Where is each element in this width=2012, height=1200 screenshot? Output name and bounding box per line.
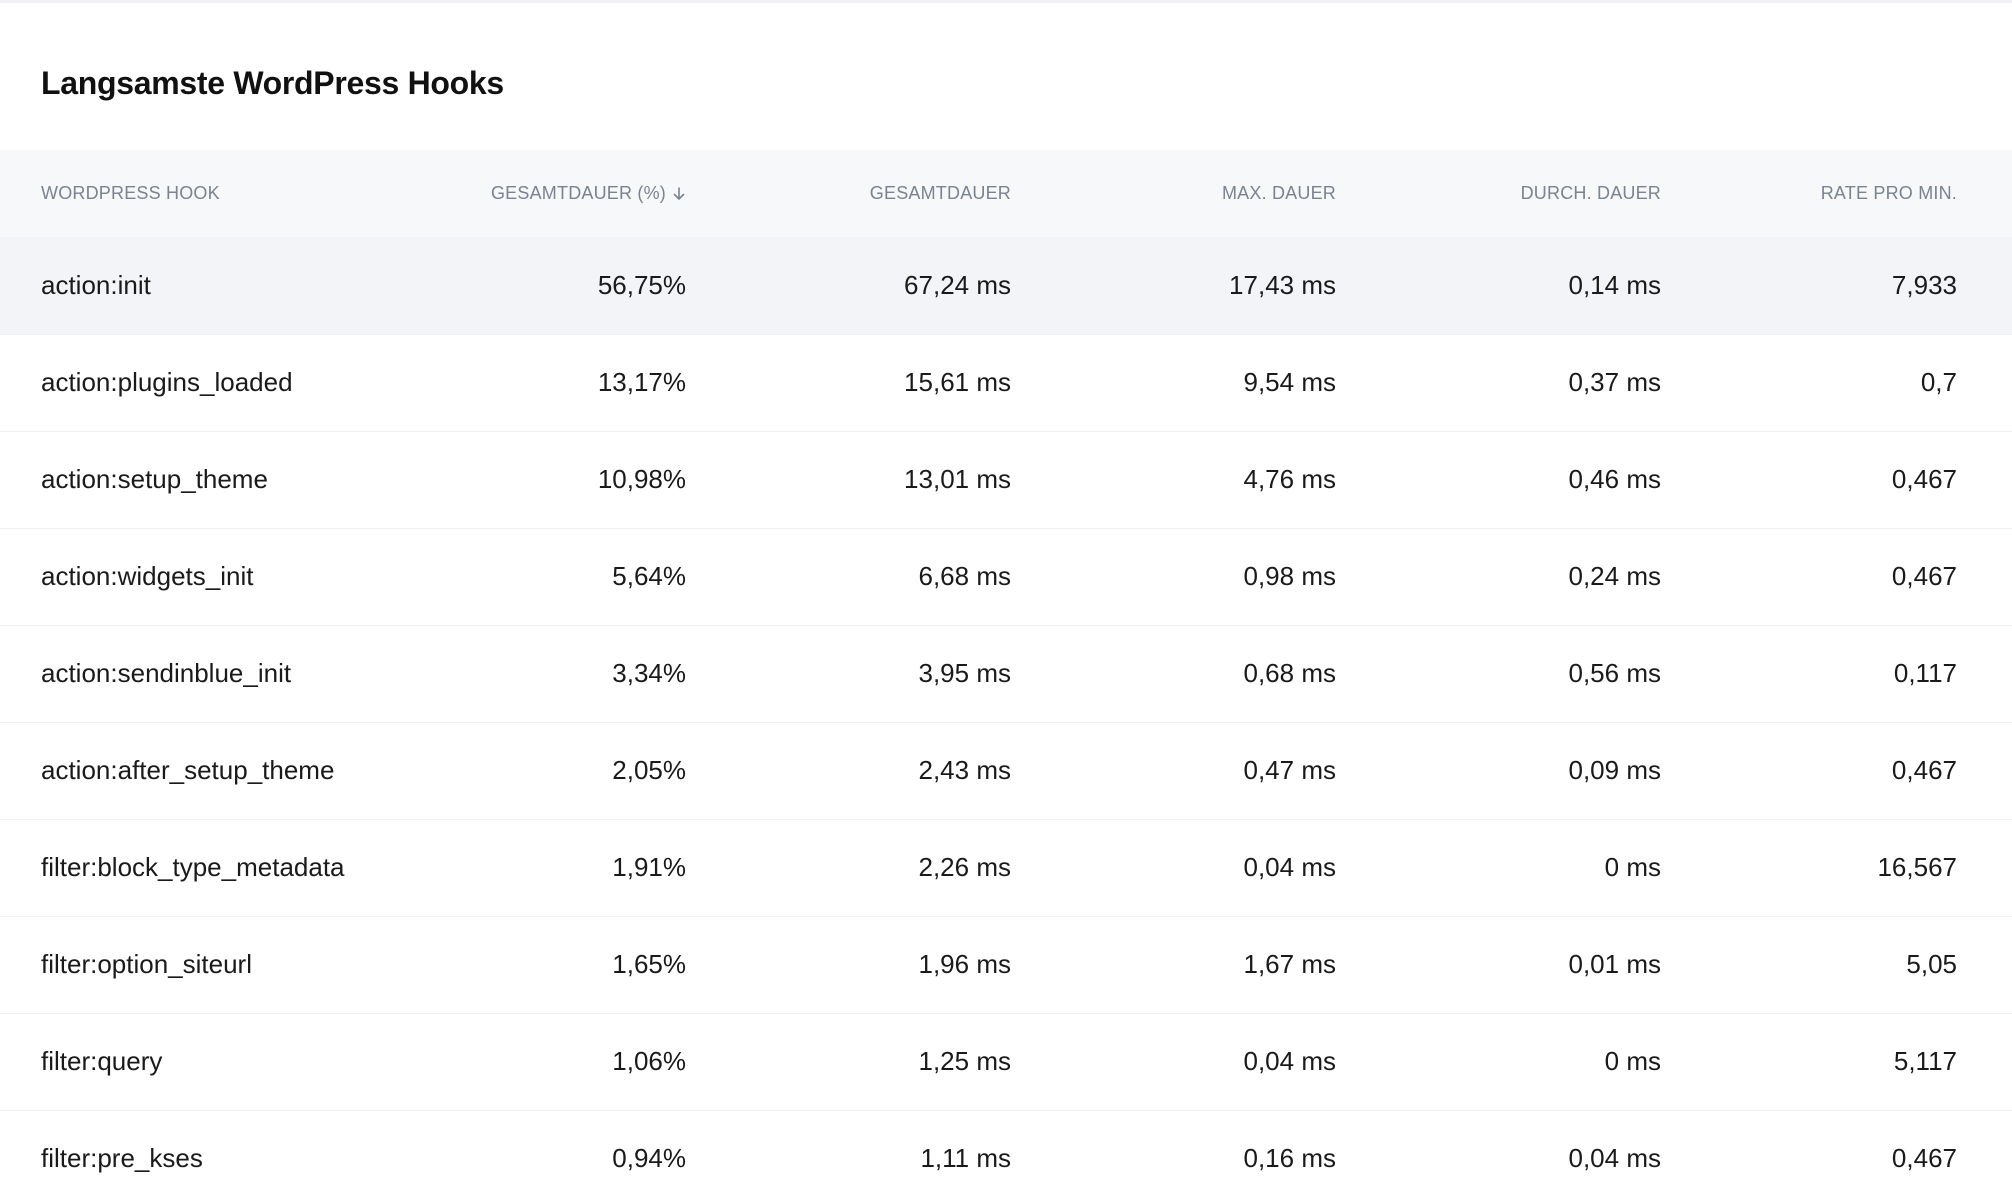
cell-hook-name: action:init [41,269,151,300]
cell-avg-duration: 0,37 ms [1568,367,1662,397]
cell-rate-per-min: 0,467 [1891,1143,1957,1174]
cell-avg-duration: 0 ms [1604,852,1661,882]
cell-total-percent: 10,98% [597,464,686,494]
cell-max-duration: 0,16 ms [1243,1143,1337,1174]
cell-total-duration: 2,26 ms [918,852,1012,882]
cell-rate-per-min: 7,933 [1891,269,1957,300]
table-row[interactable]: filter:option_siteurl 1,65% 1,96 ms 1,67 ms… [0,916,2012,1013]
cell-avg-duration: 0,14 ms [1568,269,1662,300]
cell-rate-per-min: 16,567 [1877,852,1957,882]
cell-total-duration: 3,95 ms [918,658,1012,688]
cell-max-duration: 9,54 ms [1243,367,1337,397]
cell-hook-name: filter:pre_kses [41,1143,203,1174]
cell-total-duration: 67,24 ms [904,269,1011,300]
arrow-down-icon [673,186,685,200]
cell-rate-per-min: 0,117 [1893,658,1957,688]
cell-total-percent: 0,94% [612,1143,686,1174]
cell-hook-name: filter:block_type_metadata [41,852,345,882]
column-header-label: MAX. DAUER [1221,183,1336,203]
cell-max-duration: 0,98 ms [1243,561,1337,591]
cell-max-duration: 0,04 ms [1243,852,1337,882]
column-header-label: GESAMTDAUER [869,183,1011,203]
cell-total-duration: 1,25 ms [918,1046,1012,1076]
cell-total-duration: 1,96 ms [918,949,1012,979]
cell-total-percent: 3,34% [612,658,686,688]
column-header-max-duration[interactable]: MAX. DAUER [1011,150,1336,237]
cell-max-duration: 0,47 ms [1243,755,1337,785]
table-row[interactable]: action:plugins_loaded 13,17% 15,61 ms 9,54 … [0,334,2012,431]
cell-hook-name: action:sendinblue_init [41,658,292,688]
table-row[interactable]: action:widgets_init 5,64% 6,68 ms 0,98 ms 0,… [0,528,2012,625]
panel-title: Langsamste WordPress Hooks [41,65,504,101]
table-row[interactable]: filter:query 1,06% 1,25 ms 0,04 ms 0 ms 5,117 [0,1013,2012,1110]
cell-total-percent: 13,17% [597,367,686,397]
cell-hook-name: filter:query [41,1046,163,1076]
cell-avg-duration: 0 ms [1604,1046,1661,1076]
table-row[interactable]: filter:pre_kses 0,94% 1,11 ms 0,16 ms 0,04 m… [0,1110,2012,1200]
cell-avg-duration: 0,04 ms [1568,1143,1662,1174]
cell-total-percent: 1,91% [612,852,686,882]
cell-rate-per-min: 0,467 [1891,755,1957,785]
column-header-total-duration[interactable]: GESAMTDAUER [686,150,1011,237]
column-header-rate-per-min[interactable]: RATE PRO MIN. [1661,150,2012,237]
cell-max-duration: 0,04 ms [1243,1046,1337,1076]
table-row[interactable]: filter:block_type_metadata 1,91% 2,26 ms 0,… [0,819,2012,916]
column-header-label: DURCH. DAUER [1520,183,1661,203]
cell-avg-duration: 0,24 ms [1568,561,1662,591]
cell-avg-duration: 0,46 ms [1568,464,1662,494]
cell-rate-per-min: 0,7 [1920,367,1957,397]
column-header-label: GESAMTDAUER (%) [490,183,666,203]
table-row[interactable]: action:after_setup_theme 2,05% 2,43 ms 0,47… [0,722,2012,819]
cell-rate-per-min: 0,467 [1891,464,1957,494]
cell-total-percent: 1,06% [612,1046,686,1076]
cell-rate-per-min: 0,467 [1891,561,1957,591]
cell-total-duration: 13,01 ms [904,464,1011,494]
cell-total-percent: 56,75% [597,269,686,300]
table-row[interactable]: action:init 56,75% 67,24 ms 17,43 ms 0,14 ms… [0,237,2012,334]
table-row[interactable]: action:sendinblue_init 3,34% 3,95 ms 0,68 m… [0,625,2012,722]
cell-rate-per-min: 5,117 [1893,1046,1957,1076]
table-header-row: WORDPRESS HOOK GESAMTDAUER (%) GESAMTDAU… [0,150,2012,237]
cell-hook-name: action:setup_theme [41,464,268,494]
cell-max-duration: 1,67 ms [1243,949,1337,979]
cell-avg-duration: 0,01 ms [1568,949,1662,979]
cell-rate-per-min: 5,05 [1906,949,1957,979]
cell-avg-duration: 0,56 ms [1568,658,1662,688]
cell-total-percent: 1,65% [612,949,686,979]
cell-max-duration: 4,76 ms [1243,464,1337,494]
column-header-total-percent[interactable]: GESAMTDAUER (%) [412,150,686,237]
column-header-label: WORDPRESS HOOK [41,183,220,203]
cell-total-duration: 15,61 ms [904,367,1011,397]
hooks-table: WORDPRESS HOOK GESAMTDAUER (%) GESAMTDAU… [0,150,2012,1200]
cell-avg-duration: 0,09 ms [1568,755,1662,785]
column-header-avg-duration[interactable]: DURCH. DAUER [1336,150,1661,237]
table-row[interactable]: action:setup_theme 10,98% 13,01 ms 4,76 ms 0… [0,431,2012,528]
cell-hook-name: filter:option_siteurl [41,949,252,979]
cell-max-duration: 0,68 ms [1243,658,1337,688]
column-header-hook[interactable]: WORDPRESS HOOK [0,150,412,237]
cell-max-duration: 17,43 ms [1229,269,1336,300]
cell-total-percent: 2,05% [612,755,686,785]
cell-total-duration: 1,11 ms [920,1143,1011,1174]
cell-total-duration: 6,68 ms [918,561,1012,591]
cell-total-percent: 5,64% [612,561,686,591]
cell-hook-name: action:plugins_loaded [41,367,293,397]
cell-hook-name: action:after_setup_theme [41,755,335,785]
cell-hook-name: action:widgets_init [41,561,254,591]
column-header-label: RATE PRO MIN. [1820,183,1957,203]
cell-total-duration: 2,43 ms [918,755,1012,785]
